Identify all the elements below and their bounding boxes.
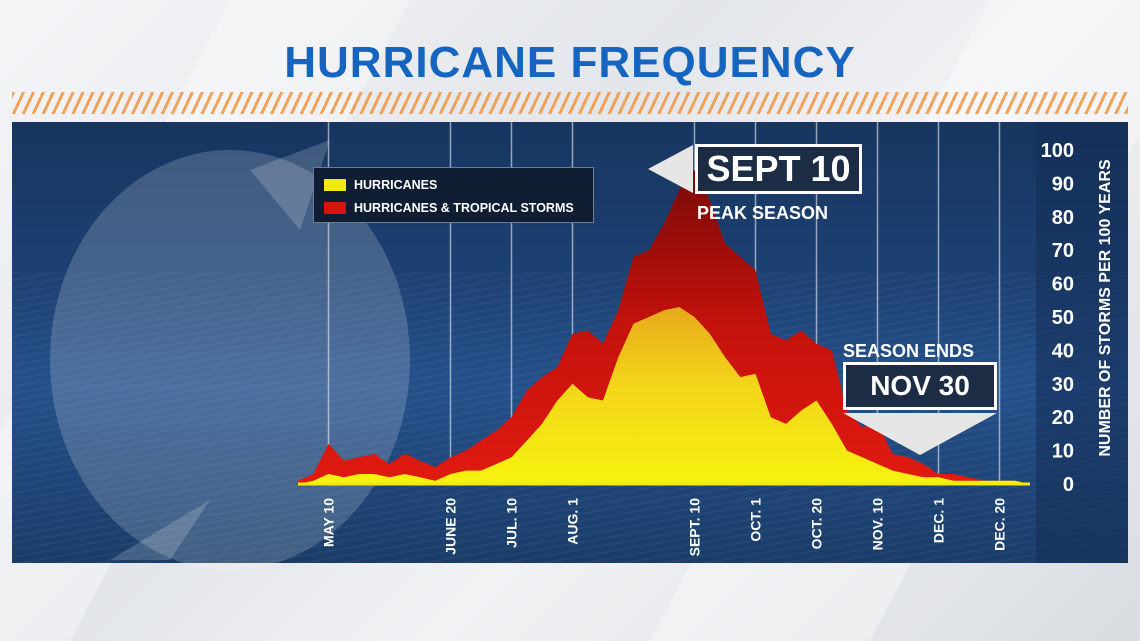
end-date-callout: NOV 30	[843, 362, 997, 410]
y-axis-backdrop	[1036, 122, 1128, 563]
x-tick-label: SEPT. 10	[687, 498, 703, 557]
legend-swatch-yellow	[324, 179, 346, 191]
series-area-hurricanes	[298, 307, 1030, 484]
area-series	[298, 170, 1030, 486]
legend-label-hurricanes-tropical: HURRICANES & TROPICAL STORMS	[354, 201, 574, 215]
x-tick-label: OCT. 1	[748, 498, 764, 542]
x-tick-label: DEC. 20	[992, 498, 1008, 551]
x-tick-label: MAY 10	[321, 498, 337, 547]
y-tick-label: 80	[1052, 207, 1074, 229]
season-ends-label: SEASON ENDS	[843, 341, 975, 361]
y-ticks: 0 10 20 30 40 50 60 70 80 90 100	[1041, 140, 1074, 496]
y-tick-label: 30	[1052, 374, 1074, 396]
legend-item-hurricanes: HURRICANES	[324, 178, 437, 192]
chart-legend: HURRICANES HURRICANES & TROPICAL STORMS	[313, 167, 594, 223]
x-ticks: MAY 10 JUNE 20 JUL. 10 AUG. 1 SEPT. 10 OCT. 1…	[321, 498, 1008, 557]
legend-item-hurricanes-tropical: HURRICANES & TROPICAL STORMS	[324, 201, 574, 215]
page-title: HURRICANE FREQUENCY	[284, 38, 856, 87]
y-axis-label: NUMBER OF STORMS PER 100 YEARS	[1097, 159, 1114, 457]
y-tick-label: 90	[1052, 173, 1074, 195]
decorative-stripe	[12, 92, 1128, 114]
y-tick-label: 100	[1041, 140, 1074, 162]
peak-date-callout: SEPT 10	[695, 144, 862, 194]
legend-swatch-red	[324, 202, 346, 214]
x-tick-label: AUG. 1	[565, 498, 581, 545]
y-tick-label: 0	[1063, 474, 1074, 496]
y-tick-label: 20	[1052, 407, 1074, 429]
x-tick-label: OCT. 20	[809, 498, 825, 550]
x-tick-label: NOV. 10	[870, 498, 886, 551]
y-tick-label: 60	[1052, 274, 1074, 296]
y-tick-label: 10	[1052, 441, 1074, 463]
end-pointer-arrow	[843, 413, 997, 455]
y-tick-label: 70	[1052, 240, 1074, 262]
x-tick-label: DEC. 1	[931, 498, 947, 543]
y-tick-label: 50	[1052, 307, 1074, 329]
y-tick-label: 40	[1052, 340, 1074, 362]
peak-season-label: PEAK SEASON	[697, 203, 829, 223]
x-tick-label: JUNE 20	[443, 498, 459, 555]
legend-label-hurricanes: HURRICANES	[354, 178, 438, 192]
peak-pointer-arrow	[648, 145, 693, 193]
x-tick-label: JUL. 10	[504, 498, 520, 548]
